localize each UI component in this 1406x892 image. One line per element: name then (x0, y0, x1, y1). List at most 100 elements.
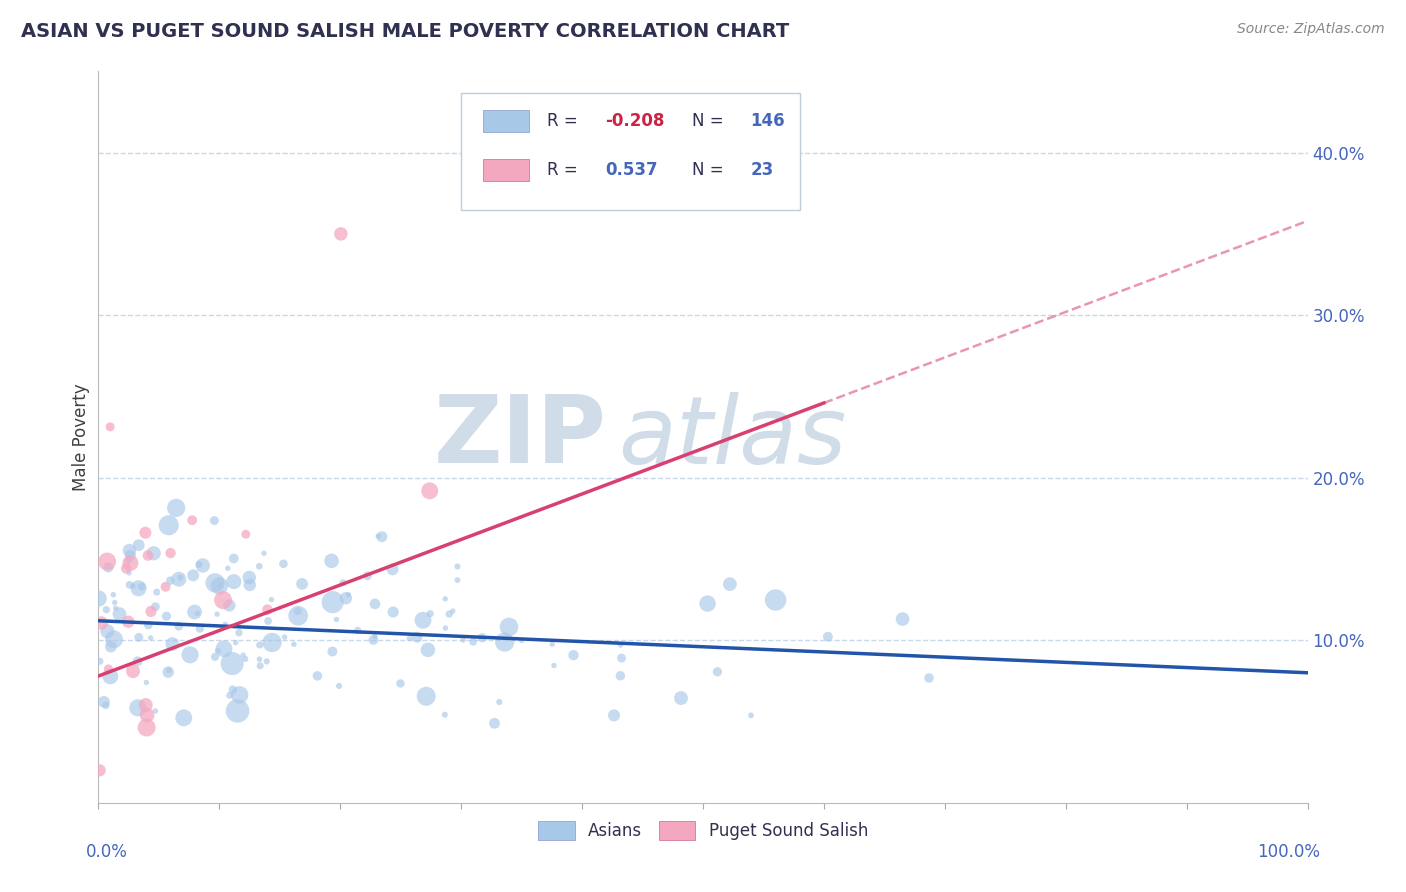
Point (207, 644, 229, 658)
Text: 23: 23 (751, 161, 773, 179)
Point (122, 664, 145, 678)
Point (283, 637, 305, 651)
Point (291, 577, 314, 591)
Point (167, 619, 190, 633)
Point (187, 607, 209, 621)
Text: 0.0%: 0.0% (86, 843, 128, 861)
Point (260, 592, 283, 607)
Point (128, 631, 150, 645)
Text: ZIP: ZIP (433, 391, 606, 483)
Point (145, 599, 167, 614)
Point (136, 549, 159, 563)
Point (118, 543, 141, 558)
FancyBboxPatch shape (482, 159, 529, 181)
FancyBboxPatch shape (482, 110, 529, 132)
Point (127, 654, 149, 668)
Text: 146: 146 (751, 112, 785, 130)
Point (221, 657, 243, 671)
Point (439, 607, 461, 621)
Text: -0.208: -0.208 (605, 112, 665, 130)
Text: ASIAN VS PUGET SOUND SALISH MALE POVERTY CORRELATION CHART: ASIAN VS PUGET SOUND SALISH MALE POVERTY… (21, 22, 789, 41)
Point (253, 546, 276, 560)
Point (381, 562, 404, 576)
Point (131, 580, 153, 594)
Point (226, 704, 249, 718)
Point (155, 580, 177, 594)
Point (249, 638, 271, 652)
Point (228, 688, 250, 702)
Point (307, 669, 329, 683)
Point (484, 716, 506, 731)
Point (165, 500, 187, 515)
Point (415, 690, 437, 704)
Text: Source: ZipAtlas.com: Source: ZipAtlas.com (1237, 22, 1385, 37)
Point (90, 615, 112, 630)
Point (157, 518, 180, 533)
Point (322, 595, 344, 609)
Point (181, 513, 204, 527)
Point (120, 548, 142, 562)
Point (98, 420, 121, 434)
Point (217, 561, 239, 575)
Point (247, 559, 270, 574)
Point (363, 632, 385, 647)
Point (364, 630, 387, 644)
Point (498, 620, 520, 634)
Point (89, 764, 111, 778)
Text: 100.0%: 100.0% (1257, 843, 1320, 861)
Point (128, 538, 150, 552)
Point (706, 665, 728, 679)
Point (609, 638, 631, 652)
Point (136, 618, 159, 632)
Point (155, 609, 177, 624)
Point (225, 635, 247, 649)
Point (135, 675, 157, 690)
Point (446, 573, 468, 587)
Point (273, 557, 295, 571)
FancyBboxPatch shape (461, 94, 800, 211)
Point (463, 635, 485, 649)
Point (135, 721, 157, 735)
Point (96, 555, 118, 569)
Point (433, 707, 456, 722)
Point (202, 514, 225, 528)
Point (117, 553, 139, 567)
Point (167, 572, 190, 586)
Point (188, 558, 211, 572)
Point (218, 599, 240, 613)
Point (273, 630, 295, 644)
Point (205, 607, 228, 622)
Point (100, 640, 122, 654)
Point (159, 546, 181, 560)
Point (204, 575, 226, 590)
Point (145, 585, 167, 599)
Point (817, 630, 839, 644)
Point (249, 652, 271, 666)
Point (159, 574, 181, 588)
Point (183, 605, 205, 619)
Point (441, 604, 464, 618)
Point (120, 556, 142, 570)
Point (96, 624, 118, 639)
Point (541, 637, 564, 651)
Point (222, 682, 245, 697)
Point (262, 635, 284, 649)
Point (321, 644, 343, 658)
Point (891, 612, 914, 626)
Point (169, 571, 191, 585)
Point (162, 637, 184, 651)
Point (122, 579, 145, 593)
Point (233, 652, 256, 666)
Point (142, 546, 165, 560)
Point (765, 593, 787, 607)
Point (335, 591, 357, 606)
Point (603, 708, 626, 723)
Point (346, 624, 368, 638)
Point (157, 663, 180, 677)
Point (321, 554, 343, 568)
Point (718, 577, 741, 591)
Text: N =: N = (692, 161, 728, 179)
Point (412, 613, 434, 627)
Point (406, 630, 429, 644)
Point (118, 578, 141, 592)
